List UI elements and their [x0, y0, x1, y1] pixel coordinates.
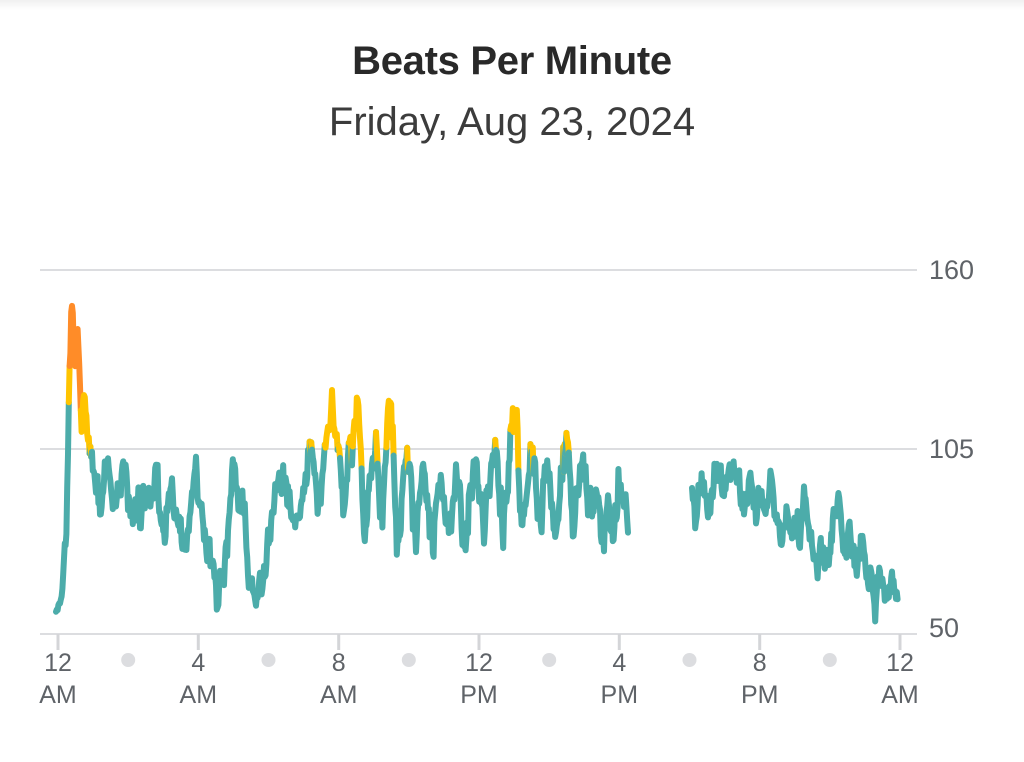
- svg-text:PM: PM: [741, 681, 779, 709]
- svg-text:4: 4: [612, 649, 626, 677]
- svg-text:12: 12: [44, 649, 72, 677]
- svg-text:12: 12: [886, 649, 914, 677]
- svg-text:AM: AM: [180, 681, 218, 709]
- svg-text:160: 160: [929, 255, 974, 285]
- svg-text:50: 50: [929, 613, 959, 643]
- svg-text:8: 8: [753, 649, 767, 677]
- svg-text:AM: AM: [320, 681, 358, 709]
- svg-text:PM: PM: [601, 681, 639, 709]
- svg-text:12: 12: [465, 649, 493, 677]
- svg-text:105: 105: [929, 434, 974, 464]
- svg-text:8: 8: [332, 649, 346, 677]
- svg-text:AM: AM: [881, 681, 919, 709]
- svg-text:AM: AM: [39, 681, 77, 709]
- svg-text:4: 4: [191, 649, 205, 677]
- svg-text:PM: PM: [460, 681, 498, 709]
